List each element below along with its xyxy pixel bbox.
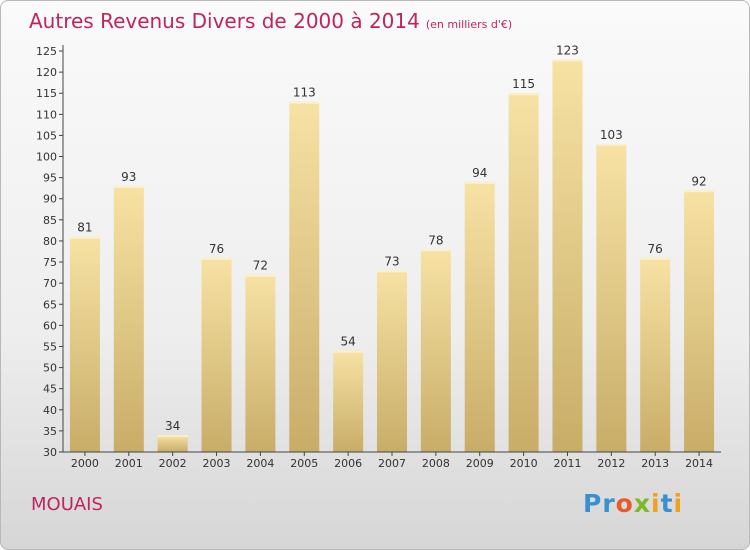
- bar: [69, 236, 100, 452]
- proxiti-logo: Proxiti: [583, 489, 683, 518]
- x-tick-label: 2006: [334, 457, 362, 470]
- bar-top-highlight: [157, 435, 188, 438]
- y-tick-label: 30: [43, 446, 57, 459]
- bar-value-label: 54: [340, 335, 355, 349]
- bar-value-label: 78: [428, 233, 443, 247]
- logo-letter: r: [602, 489, 616, 518]
- bar-top-highlight: [684, 190, 715, 193]
- bar: [508, 93, 539, 453]
- x-tick-label: 2003: [203, 457, 231, 470]
- bar: [245, 274, 276, 452]
- y-tick-label: 55: [43, 340, 57, 353]
- logo-letter: i: [673, 489, 684, 518]
- y-tick-label: 70: [43, 277, 57, 290]
- x-tick-label: 2010: [510, 457, 538, 470]
- y-tick-label: 120: [36, 66, 57, 79]
- logo-letter: o: [615, 489, 634, 518]
- bar-value-label: 72: [253, 259, 268, 273]
- chart-unit-note: (en milliers d'€): [425, 18, 513, 31]
- y-tick-label: 85: [43, 214, 57, 227]
- bar: [157, 435, 188, 452]
- y-tick-label: 90: [43, 193, 57, 206]
- y-tick-label: 115: [36, 87, 57, 100]
- x-tick-label: 2008: [422, 457, 450, 470]
- chart-title: Autres Revenus Divers de 2000 à 2014 (en …: [29, 9, 512, 33]
- bar-top-highlight: [464, 181, 495, 184]
- x-tick-label: 2005: [290, 457, 318, 470]
- bar-top-highlight: [420, 249, 451, 252]
- bar-top-highlight: [552, 59, 583, 62]
- x-tick-label: 2014: [685, 457, 713, 470]
- bar: [377, 270, 407, 452]
- x-tick-label: 2011: [553, 457, 581, 470]
- y-tick-label: 35: [43, 425, 57, 438]
- bar-value-label: 103: [600, 128, 623, 142]
- bar-top-highlight: [113, 186, 144, 189]
- bar-top-highlight: [596, 143, 627, 146]
- y-tick-label: 65: [43, 298, 57, 311]
- y-tick-label: 100: [36, 151, 57, 164]
- y-tick-label: 80: [43, 235, 57, 248]
- x-tick-label: 2002: [159, 457, 187, 470]
- bar-value-label: 34: [165, 419, 180, 433]
- bar-value-label: 115: [512, 77, 535, 91]
- bar-top-highlight: [333, 350, 364, 353]
- y-tick-label: 45: [43, 383, 57, 396]
- bar: [464, 181, 495, 452]
- y-tick-label: 75: [43, 256, 57, 269]
- bar-value-label: 94: [472, 166, 487, 180]
- bar-value-label: 92: [691, 174, 706, 188]
- bar-top-highlight: [289, 101, 320, 104]
- bar: [684, 190, 715, 452]
- x-tick-label: 2000: [71, 457, 99, 470]
- place-name: MOUAIS: [31, 494, 103, 515]
- y-tick-label: 40: [43, 404, 57, 417]
- bar-value-label: 76: [209, 242, 224, 256]
- x-tick-label: 2012: [597, 457, 625, 470]
- logo-letter: t: [660, 489, 674, 518]
- y-tick-label: 60: [43, 319, 57, 332]
- y-tick-label: 125: [36, 45, 57, 58]
- logo-letter: P: [583, 489, 603, 518]
- bar: [552, 59, 583, 452]
- bar-top-highlight: [245, 274, 276, 277]
- bar-value-label: 81: [77, 221, 92, 235]
- y-tick-label: 95: [43, 172, 57, 185]
- chart-title-text: Autres Revenus Divers de 2000 à 2014: [29, 9, 420, 33]
- bar: [596, 143, 627, 452]
- x-tick-label: 2001: [115, 457, 143, 470]
- y-tick-label: 110: [36, 108, 57, 121]
- bar-value-label: 123: [556, 43, 579, 57]
- logo-letter: i: [651, 489, 661, 518]
- bar: [333, 350, 364, 452]
- x-tick-label: 2004: [246, 457, 274, 470]
- bar-value-label: 76: [648, 242, 663, 256]
- bar-top-highlight: [640, 257, 671, 260]
- x-tick-label: 2009: [466, 457, 494, 470]
- x-tick-label: 2013: [641, 457, 669, 470]
- bar-top-highlight: [69, 236, 100, 239]
- bar-top-highlight: [508, 93, 539, 96]
- y-tick-label: 105: [36, 129, 57, 142]
- bar: [113, 186, 144, 453]
- bar-top-highlight: [201, 257, 232, 260]
- y-tick-label: 50: [43, 362, 57, 375]
- bar: [289, 101, 320, 452]
- bar-value-label: 73: [384, 254, 399, 268]
- bar-value-label: 93: [121, 170, 136, 184]
- bar-top-highlight: [377, 270, 407, 273]
- bar: [640, 257, 671, 452]
- logo-letter: x: [633, 489, 651, 518]
- x-tick-label: 2007: [378, 457, 406, 470]
- bar-value-label: 113: [293, 86, 316, 100]
- bar: [420, 249, 451, 452]
- bar: [201, 257, 232, 452]
